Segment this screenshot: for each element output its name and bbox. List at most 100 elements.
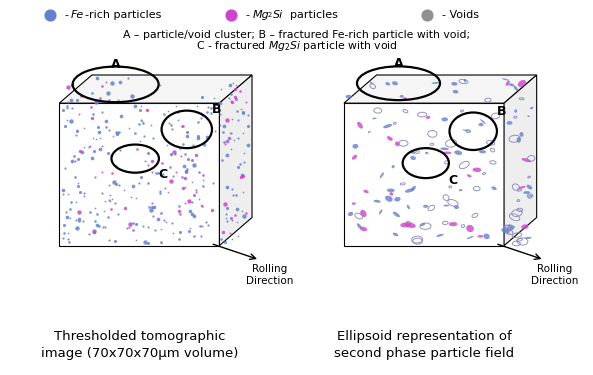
Point xyxy=(148,213,158,219)
Point xyxy=(94,129,104,135)
Point xyxy=(98,224,107,230)
Point xyxy=(187,210,197,216)
Ellipse shape xyxy=(524,191,530,194)
Ellipse shape xyxy=(426,116,431,119)
Point xyxy=(236,106,246,112)
Ellipse shape xyxy=(504,227,514,232)
Polygon shape xyxy=(59,103,219,246)
Point xyxy=(196,202,206,208)
Text: C - fractured: C - fractured xyxy=(0,374,1,375)
Point xyxy=(153,216,162,222)
Point xyxy=(227,116,237,122)
Point xyxy=(99,208,109,214)
Point xyxy=(181,168,191,174)
Ellipse shape xyxy=(368,131,371,133)
Polygon shape xyxy=(504,75,537,246)
Point xyxy=(199,177,208,183)
Point xyxy=(224,95,234,101)
Point xyxy=(238,172,247,178)
Ellipse shape xyxy=(527,116,530,117)
Point xyxy=(187,157,197,163)
Point xyxy=(63,84,72,90)
Point xyxy=(89,148,98,154)
Point xyxy=(222,117,232,123)
Point xyxy=(130,103,139,109)
Point xyxy=(237,172,247,178)
Ellipse shape xyxy=(387,136,393,141)
Point xyxy=(119,187,129,193)
Ellipse shape xyxy=(391,165,395,168)
Point xyxy=(134,121,144,127)
Point xyxy=(235,88,245,94)
Point xyxy=(88,111,98,117)
Point xyxy=(111,129,121,135)
Ellipse shape xyxy=(462,129,471,132)
Point xyxy=(229,192,238,198)
Point xyxy=(185,225,195,231)
Text: Si: Si xyxy=(273,10,283,20)
Point xyxy=(147,200,157,206)
Point xyxy=(62,209,71,215)
Point xyxy=(147,158,157,164)
Ellipse shape xyxy=(400,95,404,98)
Ellipse shape xyxy=(473,168,482,172)
Point xyxy=(225,82,234,88)
Point xyxy=(95,95,104,101)
Point xyxy=(220,239,229,245)
Ellipse shape xyxy=(479,150,486,153)
Ellipse shape xyxy=(385,82,390,86)
Point xyxy=(144,240,153,246)
Ellipse shape xyxy=(518,80,526,87)
Point xyxy=(103,150,112,156)
Point xyxy=(216,236,226,242)
Point xyxy=(90,205,100,211)
Point xyxy=(131,195,141,201)
Point xyxy=(97,169,107,175)
Point xyxy=(144,162,153,168)
Point xyxy=(78,219,88,225)
Ellipse shape xyxy=(425,152,429,154)
Point xyxy=(174,236,184,242)
Ellipse shape xyxy=(508,224,515,228)
Point xyxy=(76,93,85,99)
Ellipse shape xyxy=(514,86,518,91)
Ellipse shape xyxy=(348,212,353,216)
Point xyxy=(215,111,225,117)
Point xyxy=(128,220,138,226)
Point xyxy=(101,118,111,124)
Point xyxy=(178,123,187,129)
Point xyxy=(58,191,68,197)
Point xyxy=(93,124,102,130)
Ellipse shape xyxy=(393,211,400,217)
Point xyxy=(138,120,148,126)
Point xyxy=(116,80,125,86)
Point xyxy=(224,135,233,141)
Point xyxy=(73,156,82,162)
Point xyxy=(85,209,94,214)
Point xyxy=(79,190,89,196)
Point xyxy=(104,197,114,203)
Point xyxy=(74,216,84,222)
Point xyxy=(221,152,231,158)
Point xyxy=(65,239,74,245)
Ellipse shape xyxy=(506,121,512,125)
Text: Rolling
Direction: Rolling Direction xyxy=(246,264,294,286)
Point xyxy=(144,180,153,186)
Point xyxy=(72,217,81,223)
Point xyxy=(97,110,107,116)
Point xyxy=(144,204,154,210)
Point xyxy=(180,163,189,169)
Point xyxy=(159,111,168,117)
Point xyxy=(86,104,95,110)
Ellipse shape xyxy=(352,155,357,160)
Text: B: B xyxy=(212,104,221,116)
Point xyxy=(66,97,76,103)
Point xyxy=(138,223,148,229)
Point xyxy=(164,120,174,126)
Ellipse shape xyxy=(411,186,416,191)
Point xyxy=(72,97,81,103)
Point xyxy=(232,207,242,213)
Ellipse shape xyxy=(509,83,514,86)
Point xyxy=(147,169,157,175)
Point xyxy=(109,178,119,184)
